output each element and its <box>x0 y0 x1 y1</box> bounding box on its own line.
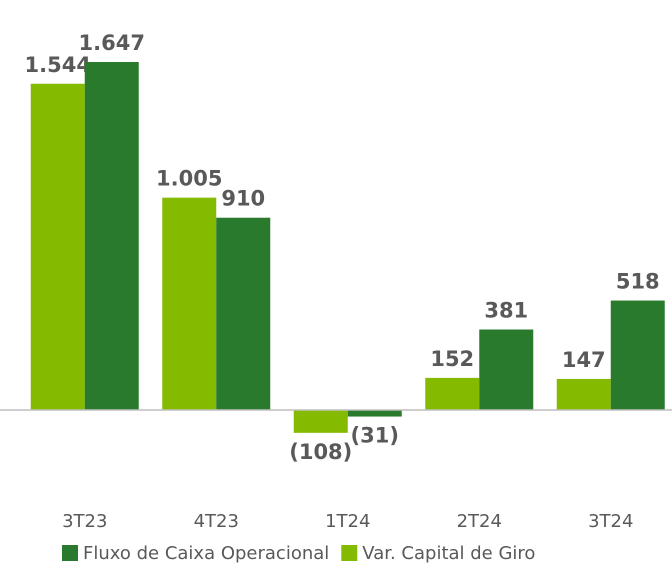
legend-swatch <box>62 545 78 561</box>
value-label: (31) <box>351 424 399 448</box>
bar <box>425 377 480 410</box>
value-label: 910 <box>221 187 265 211</box>
value-label: 147 <box>562 348 606 372</box>
x-tick-label: 1T24 <box>325 511 370 532</box>
value-label: 518 <box>616 270 660 294</box>
bar <box>347 410 402 417</box>
bar <box>610 300 665 410</box>
bar <box>293 410 348 433</box>
x-tick-label: 4T23 <box>194 511 239 532</box>
legend-label: Var. Capital de Giro <box>362 543 535 564</box>
bar <box>556 378 611 410</box>
value-label: 381 <box>484 298 528 322</box>
bar <box>30 83 85 410</box>
x-tick-label: 3T24 <box>588 511 633 532</box>
value-label: 152 <box>430 347 474 371</box>
x-tick-label: 2T24 <box>457 511 502 532</box>
value-label: (108) <box>289 440 352 464</box>
value-label: 1.005 <box>156 167 222 191</box>
legend-label: Fluxo de Caixa Operacional <box>83 543 329 564</box>
value-label: 1.544 <box>25 53 91 77</box>
bar <box>84 62 139 410</box>
bar <box>216 217 271 410</box>
value-label: 1.647 <box>79 31 145 55</box>
legend-swatch <box>341 545 358 561</box>
x-tick-label: 3T23 <box>62 511 107 532</box>
bar <box>162 197 217 410</box>
bar <box>479 329 534 410</box>
